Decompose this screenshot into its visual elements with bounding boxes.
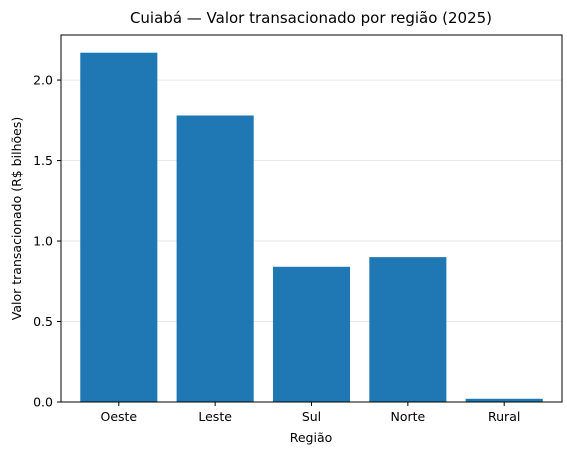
x-axis-label: Região — [290, 430, 333, 445]
x-ticks: Oeste Leste Sul Norte Rural — [100, 402, 520, 424]
y-axis-label: Valor transacionado (R$ bilhões) — [9, 117, 24, 320]
y-tick-label-2: 1.0 — [33, 234, 53, 249]
x-tick-label-sul: Sul — [302, 409, 321, 424]
x-tick-label-leste: Leste — [198, 409, 232, 424]
bar-rural — [465, 398, 543, 402]
x-tick-label-norte: Norte — [390, 409, 425, 424]
x-tick-label-rural: Rural — [488, 409, 520, 424]
x-tick-label-oeste: Oeste — [100, 409, 137, 424]
y-tick-label-1: 0.5 — [33, 314, 53, 329]
bars — [80, 52, 543, 402]
y-tick-label-4: 2.0 — [33, 73, 53, 88]
y-tick-label-3: 1.5 — [33, 153, 53, 168]
bar-sul — [272, 266, 351, 402]
bar-leste — [176, 115, 254, 402]
y-tick-label-0: 0.0 — [33, 395, 53, 410]
bar-oeste — [80, 52, 158, 402]
bar-norte — [369, 257, 447, 402]
chart-title: Cuiabá — Valor transacionado por região … — [130, 9, 492, 27]
y-ticks: 0.0 0.5 1.0 1.5 2.0 — [33, 73, 61, 410]
